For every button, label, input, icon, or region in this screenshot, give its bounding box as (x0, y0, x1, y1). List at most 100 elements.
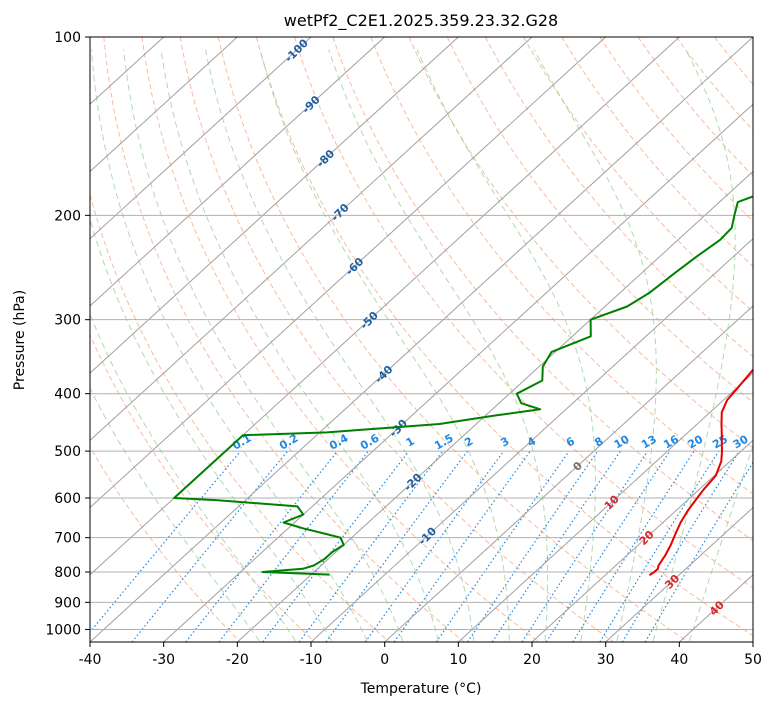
y-tick-label: 800 (54, 565, 81, 581)
y-tick-label: 900 (54, 595, 81, 611)
x-tick-label: 10 (449, 652, 467, 668)
isotherm-line (752, 641, 753, 642)
mixing-ratio-line (572, 450, 695, 642)
moist-adiabat-line (160, 49, 439, 641)
mixing-ratio-line (325, 450, 468, 642)
isotherm-line (90, 37, 459, 374)
dry-adiabat-line (90, 445, 241, 642)
moist-adiabat-line (90, 313, 296, 642)
dry-adiabat-line (484, 37, 753, 358)
mixing-ratio-line (466, 450, 599, 642)
dry-adiabat-line (90, 333, 316, 642)
x-tick-label: -20 (226, 652, 249, 668)
mixing-ratio-label: 1 (404, 435, 417, 450)
x-axis: -40 -30 -20 -10 0 10 20 30 40 50 (79, 642, 762, 668)
moist-adiabat-line (689, 444, 753, 641)
mixing-ratio-line (364, 450, 505, 642)
isotherm-line (310, 237, 753, 642)
x-tick-label: 40 (670, 652, 688, 668)
dry-adiabat-line (179, 37, 614, 642)
dry-adiabat-line (599, 37, 753, 222)
dry-adiabat-line (294, 37, 753, 589)
isotherm-line (90, 37, 680, 576)
mixing-ratio-line (521, 450, 649, 642)
mixing-ratio-label: 20 (686, 432, 706, 451)
isotherm-line (90, 37, 312, 240)
series-lines (173, 195, 753, 577)
isotherm-line (236, 170, 753, 642)
mixing-ratio-line (435, 450, 570, 642)
isotherm-line (384, 305, 753, 642)
x-tick-label: 50 (744, 652, 762, 668)
moist-adiabat-line (328, 49, 549, 641)
mixing-ratio-line (298, 450, 444, 642)
mixing-ratio-line (90, 450, 242, 633)
mixing-ratio-line (599, 450, 720, 642)
dry-adiabat-line (141, 37, 540, 642)
moist-adiabat-line (652, 49, 736, 641)
dry-adiabat-line (217, 37, 689, 642)
y-tick-label: 700 (54, 531, 81, 547)
mixing-ratio-line (621, 450, 740, 642)
x-tick-label: 20 (523, 652, 541, 668)
mixing-ratio-label: 2 (462, 435, 475, 450)
dry-adiabat-line (637, 37, 753, 177)
mixing-ratio-line (185, 450, 339, 642)
moist-adiabat-line (416, 49, 596, 641)
mixing-ratio-label: 0.4 (327, 431, 351, 452)
y-axis-label: Pressure (hPa) (12, 290, 28, 390)
isotherm-line (531, 439, 753, 642)
y-axis: 100 200 300 400 500 600 700 800 900 1000 (45, 30, 90, 638)
isotherm-line (90, 37, 386, 307)
mixing-ratio-line (491, 450, 621, 642)
dry-adiabat-line (675, 37, 753, 131)
dry-adiabat-line (561, 37, 753, 267)
x-tick-label: 30 (597, 652, 615, 668)
background-lines (90, 37, 753, 642)
mixing-ratio-label: 0.6 (358, 431, 382, 452)
isotherm-line (605, 506, 753, 642)
y-tick-label: 1000 (45, 622, 81, 638)
mixing-ratio-label: 16 (661, 432, 681, 451)
mixing-ratio-label: 10 (612, 432, 632, 451)
mixing-ratio-label: 13 (639, 433, 659, 452)
dry-adiabat-line (714, 37, 753, 86)
moist-adiabat-line (90, 387, 260, 642)
y-tick-label: 500 (54, 444, 81, 460)
moist-adiabat-line (259, 49, 510, 641)
isotherm-line (90, 37, 753, 642)
moist-adiabat-line (205, 49, 475, 641)
isotherm-line (90, 37, 238, 173)
chart-title: wetPf2_C2E1.2025.359.23.32.G28 (284, 11, 558, 31)
dewpoint-profile-line (173, 195, 753, 576)
mixing-ratio-line (131, 450, 289, 642)
temperature-profile-line (648, 368, 753, 577)
dry-adiabat-line (90, 192, 390, 642)
mixing-ratio-line (545, 450, 671, 642)
x-tick-label: -40 (79, 652, 102, 668)
dry-adiabat-line (523, 37, 753, 313)
mixing-ratio-label: 25 (710, 433, 730, 452)
mixing-ratio-label: 1.5 (432, 432, 455, 453)
dry-adiabat-line (446, 37, 753, 403)
plot-frame (89, 36, 754, 643)
isotherm-line (457, 372, 753, 642)
moist-adiabat-line (91, 49, 368, 642)
moist-adiabat-line (533, 49, 657, 641)
dry-adiabat-line (752, 37, 753, 39)
grid-lines (90, 37, 753, 642)
mixing-ratio-line (644, 461, 753, 642)
x-axis-label: Temperature (°C) (360, 681, 482, 697)
x-tick-label: 0 (380, 652, 389, 668)
dry-adiabat-line (256, 37, 753, 637)
isotherm-line (163, 103, 753, 642)
mixing-ratio-label: 30 (731, 432, 751, 451)
mixing-ratio-label: 3 (498, 435, 511, 450)
y-tick-label: 300 (54, 313, 81, 329)
moist-adiabat-line (123, 49, 404, 641)
isotherm-line (90, 37, 533, 442)
y-tick-label: 100 (54, 30, 81, 46)
x-tick-label: -30 (152, 652, 175, 668)
y-tick-label: 200 (54, 208, 81, 224)
